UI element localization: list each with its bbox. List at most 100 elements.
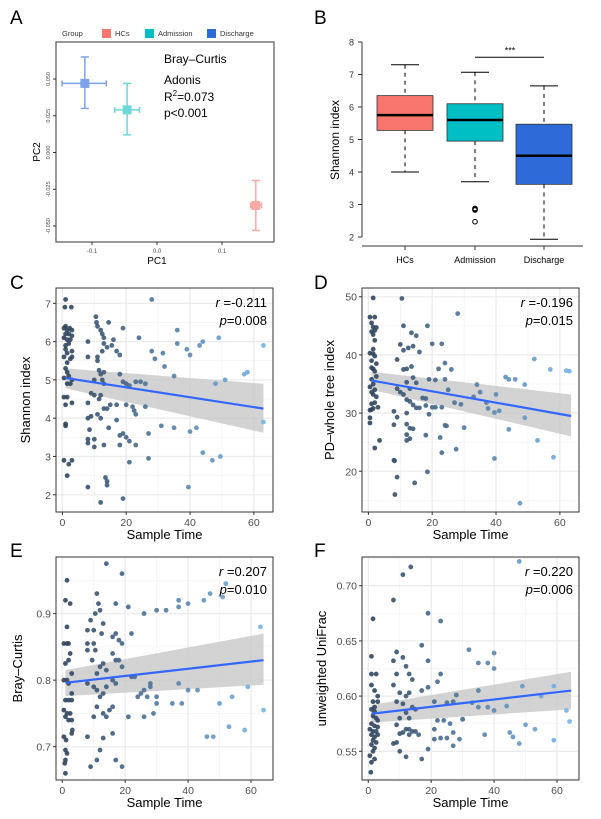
data-point	[372, 688, 377, 693]
data-point	[85, 354, 91, 360]
data-point	[135, 694, 141, 700]
data-point	[425, 746, 431, 752]
data-point	[85, 400, 91, 406]
data-point	[101, 369, 107, 375]
data-point	[119, 571, 125, 577]
r-value: =0.220	[529, 564, 573, 579]
data-point	[100, 735, 106, 741]
significance-bracket: ***	[475, 45, 544, 58]
data-point	[91, 444, 97, 450]
x-axis-title: PC1	[147, 256, 167, 267]
data-point	[163, 607, 169, 613]
data-point	[126, 438, 132, 444]
data-point	[152, 356, 158, 362]
data-point	[413, 333, 419, 339]
panel-d: 20 30 40 50 0 20 40 60 Sample Time PD–whole tree …	[322, 287, 580, 542]
data-point	[406, 690, 412, 696]
x-tick-label: Admission	[454, 255, 496, 265]
data-point	[373, 374, 379, 379]
y-tick-label: 0.9	[36, 609, 51, 621]
x-tick-label: Discharge	[524, 255, 565, 265]
data-point	[154, 607, 160, 613]
data-point	[93, 314, 99, 320]
data-point	[435, 679, 440, 685]
data-point	[120, 325, 126, 331]
data-point	[67, 711, 73, 716]
data-point	[410, 426, 416, 432]
data-point	[400, 701, 406, 707]
data-point	[229, 694, 235, 700]
data-point	[496, 408, 502, 414]
data-point	[522, 415, 528, 421]
data-point	[373, 394, 379, 400]
data-point	[98, 415, 104, 421]
data-point	[85, 440, 91, 446]
data-point	[101, 442, 107, 448]
data-point	[119, 641, 125, 646]
data-point	[125, 714, 131, 720]
data-point	[87, 427, 92, 433]
data-point	[258, 624, 263, 630]
centroid-discharge	[61, 56, 108, 110]
data-point	[397, 731, 403, 737]
annotation-test: Adonis	[164, 73, 201, 87]
data-point	[100, 711, 106, 716]
data-point	[201, 597, 207, 603]
correlation-stats: r =0.220 p=0.006	[525, 564, 573, 597]
y-tick-label: 7	[349, 70, 354, 80]
data-point	[475, 688, 481, 693]
data-point	[66, 717, 71, 723]
data-point	[185, 687, 191, 693]
data-point	[477, 389, 483, 395]
data-point	[98, 327, 104, 333]
r-statistic: r =0.207	[219, 564, 267, 579]
x-tick-label: 60	[245, 785, 257, 797]
data-point	[85, 484, 91, 490]
data-point	[100, 621, 106, 626]
data-point	[220, 594, 226, 600]
data-point	[85, 681, 90, 686]
data-point	[367, 753, 373, 759]
data-point	[171, 373, 177, 379]
data-point	[61, 677, 67, 683]
data-point	[88, 617, 93, 623]
data-point	[405, 345, 411, 351]
data-point	[531, 356, 537, 362]
panel-b: 2 3 4 5 6 7 8 Shannon index HCs Admission Discharg…	[328, 38, 583, 265]
panel-label-f: F	[314, 541, 326, 562]
data-point	[417, 349, 422, 355]
data-point	[101, 335, 107, 341]
data-point	[176, 681, 182, 686]
data-point	[442, 376, 448, 382]
data-point	[410, 402, 416, 408]
centroid-admission	[114, 82, 141, 136]
y-tick-label: 4	[45, 413, 51, 425]
data-point	[61, 707, 67, 713]
data-point	[94, 704, 100, 710]
data-point	[138, 379, 143, 385]
data-point	[432, 404, 438, 410]
data-point	[96, 367, 102, 373]
annotation-r2: R2=0.073	[164, 89, 214, 104]
data-point	[103, 475, 108, 480]
data-point	[97, 747, 103, 753]
data-point	[435, 717, 440, 723]
data-point	[368, 769, 374, 775]
data-point	[204, 734, 210, 740]
data-point	[106, 320, 112, 325]
x-tick-label: HCs	[396, 255, 414, 265]
y-axis-title: Bray–Curtis	[10, 634, 25, 702]
outlier-point	[472, 207, 478, 213]
data-point	[142, 381, 148, 387]
data-point	[217, 701, 222, 706]
y-tick-label: 2	[45, 490, 51, 502]
data-point	[372, 368, 378, 374]
data-point	[69, 354, 75, 360]
x-tick-label: 60	[554, 517, 566, 529]
p-statistic: p=0.015	[525, 313, 573, 328]
y-axis-title: PC2	[32, 142, 43, 162]
data-point	[88, 413, 94, 419]
data-point	[504, 703, 510, 709]
r-value: =-0.211	[220, 295, 267, 310]
data-point	[99, 331, 105, 337]
